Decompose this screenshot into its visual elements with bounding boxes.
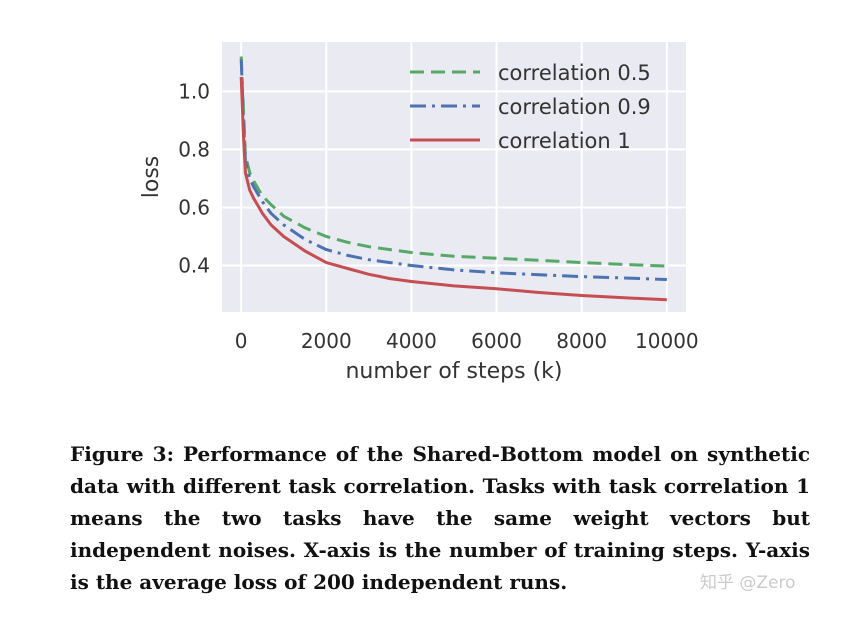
axis-ticks: 0 2000 4000 6000 8000 10000 0.4 0.6 0.8 1.0 — [178, 79, 698, 353]
series-line-3 — [239, 76, 667, 302]
x-tick-label: 8000 — [556, 329, 607, 353]
x-axis-label: number of steps (k) — [345, 359, 562, 384]
y-tick-label: 1.0 — [178, 79, 210, 103]
series-lines — [239, 56, 667, 302]
series-line-2 — [239, 59, 667, 281]
x-tick-label: 0 — [235, 329, 248, 353]
y-tick-label: 0.8 — [178, 137, 210, 161]
x-tick-label: 4000 — [386, 329, 437, 353]
y-tick-label: 0.6 — [178, 195, 210, 219]
watermark: 知乎 @Zero — [700, 573, 796, 593]
y-axis-label: loss — [139, 156, 164, 199]
legend: correlation 0.5 correlation 0.9 correlatio… — [410, 61, 651, 153]
loss-chart: 0 2000 4000 6000 8000 10000 0.4 0.6 0.8 1.0 numbe… — [139, 42, 699, 384]
x-tick-label: 10000 — [635, 329, 699, 353]
series-line-1 — [239, 56, 667, 268]
legend-label-3: correlation 1 — [498, 129, 631, 153]
x-tick-label: 2000 — [301, 329, 352, 353]
legend-label-2: correlation 0.9 — [498, 95, 651, 119]
figure-caption: Figure 3: Performance of the Shared-Bott… — [70, 442, 810, 594]
grid-lines — [222, 42, 686, 312]
x-tick-label: 6000 — [471, 329, 522, 353]
plot-area — [222, 42, 686, 312]
legend-label-1: correlation 0.5 — [498, 61, 651, 85]
y-tick-label: 0.4 — [178, 254, 210, 278]
